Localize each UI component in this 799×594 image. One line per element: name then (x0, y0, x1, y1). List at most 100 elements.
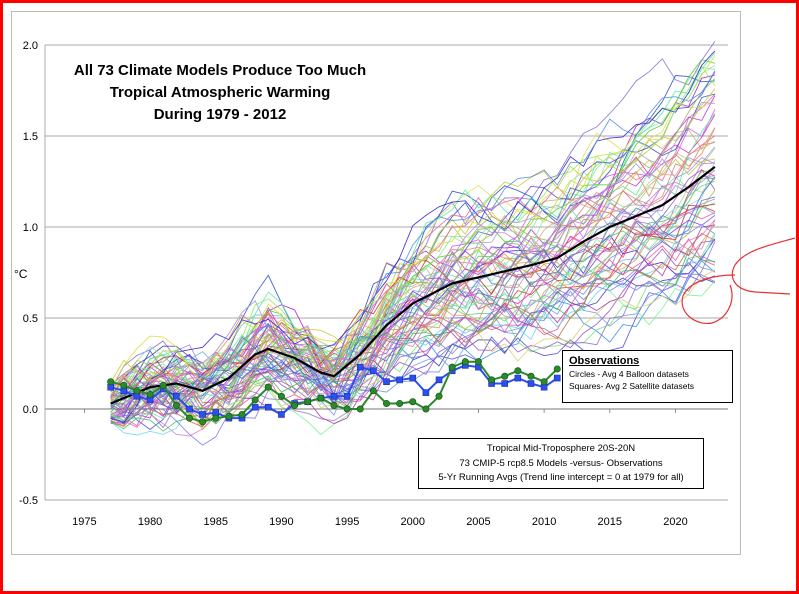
satellite-point (409, 374, 417, 382)
balloon-point (330, 401, 338, 409)
balloon-point (133, 387, 141, 395)
chart-title-line-2: Tropical Atmospheric Warming (110, 84, 331, 101)
satellite-point (330, 392, 338, 400)
satellite-point (173, 392, 180, 400)
info-line-averaging: 5-Yr Running Avgs (Trend line intercept … (438, 472, 684, 483)
chart-title-line-3: During 1979 - 2012 (154, 106, 287, 123)
x-tick-label: 2005 (466, 516, 490, 528)
model-run-line (110, 158, 715, 403)
model-run-line (110, 169, 716, 415)
x-tick-label: 1975 (72, 516, 96, 528)
satellite-point (396, 376, 403, 384)
satellite-point (356, 363, 364, 371)
chart-info-box: Tropical Mid-Troposphere 20S-20N 73 CMIP… (418, 438, 704, 489)
x-tick-label: 2010 (532, 516, 556, 528)
balloon-point (225, 412, 233, 420)
chart-title-line-1: All 73 Climate Models Produce Too Much (74, 62, 366, 79)
balloon-point (540, 378, 548, 386)
x-tick-label: 1985 (204, 516, 228, 528)
balloon-point (120, 381, 128, 389)
balloon-point (317, 394, 325, 402)
balloon-point (199, 418, 207, 426)
x-tick-label: 1980 (138, 516, 162, 528)
model-run-line (110, 176, 716, 410)
x-tick-label: 2000 (401, 516, 425, 528)
tick-labels: -0.5 0.0 0.5 1.0 1.5 2.0 1975 1980 1985 1990 1995 2… (19, 40, 688, 528)
observations-legend: Observations Circles - Avg 4 Balloon dat… (562, 350, 733, 403)
balloon-point (369, 387, 377, 395)
satellite-point (383, 378, 390, 386)
satellite-point (514, 374, 522, 382)
model-run-line (110, 176, 716, 411)
x-tick-label: 1990 (269, 516, 293, 528)
model-run-line (110, 70, 716, 418)
satellite-point (186, 405, 193, 413)
balloon-point (396, 400, 404, 408)
info-line-region: Tropical Mid-Troposphere 20S-20N (486, 443, 636, 454)
balloon-point (356, 405, 364, 413)
satellite-point (422, 389, 430, 396)
balloon-point (146, 390, 154, 398)
model-run-line (110, 142, 715, 428)
y-tick-label: 2.0 (23, 40, 38, 52)
balloon-point (501, 372, 509, 380)
info-line-models: 73 CMIP-5 rcp8.5 Models -versus- Observa… (459, 457, 663, 469)
model-run-line (110, 218, 716, 417)
balloon-point (304, 398, 312, 406)
satellite-point (435, 376, 443, 384)
balloon-point (212, 414, 220, 422)
y-tick-label: 0.5 (23, 313, 38, 325)
satellite-point (251, 403, 259, 411)
balloon-point (291, 401, 299, 409)
model-run-line (110, 146, 716, 392)
balloon-point (343, 405, 351, 413)
balloon-point (514, 367, 522, 375)
model-run-line (110, 59, 716, 413)
model-run-line (110, 273, 716, 446)
model-run-line (110, 55, 716, 390)
y-tick-label: -0.5 (19, 495, 38, 507)
balloon-point (172, 401, 180, 409)
y-tick-label: 1.5 (23, 131, 38, 143)
balloon-point (277, 392, 285, 400)
balloon-point (159, 381, 167, 389)
model-run-line (110, 175, 715, 401)
balloon-point (251, 396, 259, 404)
model-run-line (110, 50, 716, 424)
balloon-point (422, 405, 430, 413)
balloon-point (461, 358, 469, 366)
model-mean-layer (110, 166, 716, 405)
model-run-line (110, 235, 716, 436)
model-mean-line (110, 166, 716, 405)
x-tick-label: 2020 (663, 516, 687, 528)
model-run-line (110, 135, 716, 428)
balloon-point (382, 400, 390, 408)
model-run-line (110, 196, 716, 425)
satellite-point (199, 411, 206, 418)
model-run-line (110, 127, 716, 399)
model-run-line (110, 180, 716, 405)
satellite-point (501, 380, 509, 387)
balloon-point (474, 358, 482, 366)
model-run-line (110, 71, 716, 399)
balloon-point (527, 372, 535, 380)
satellite-point (278, 411, 285, 418)
model-run-line (110, 101, 715, 411)
balloon-point (238, 410, 246, 418)
balloon-point (107, 378, 115, 386)
balloon-point (488, 376, 496, 384)
observations-layer (107, 358, 561, 426)
model-run-line (110, 267, 716, 436)
model-run-line (110, 203, 715, 398)
y-tick-label: 0.0 (23, 404, 38, 416)
balloon-point (264, 383, 272, 391)
model-run-line (110, 224, 715, 425)
balloon-point (435, 392, 443, 400)
x-tick-label: 2015 (598, 516, 622, 528)
model-run-line (110, 65, 716, 405)
y-tick-label: 1.0 (23, 222, 38, 234)
satellite-point (527, 380, 535, 387)
satellite-point (264, 403, 272, 411)
balloon-point (448, 363, 456, 371)
